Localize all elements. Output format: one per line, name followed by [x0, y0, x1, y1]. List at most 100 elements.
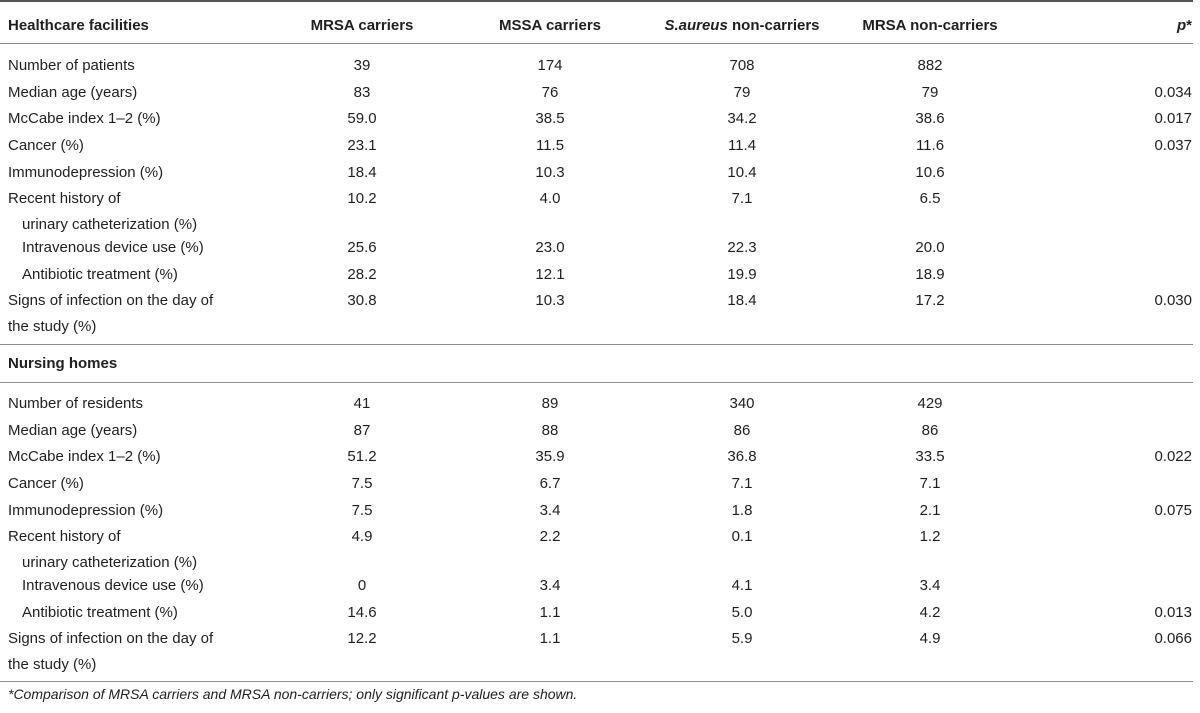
row-label: Signs of infection on the day of the stud…	[8, 288, 213, 340]
table-cell: 2.1	[919, 502, 941, 519]
header-p-italic: p	[1176, 17, 1187, 34]
row-label-line1: Immunodepression (%)	[8, 164, 164, 181]
table-cell: 4.0	[539, 190, 561, 207]
table-cell: 1.2	[919, 528, 941, 545]
row-label-line1: McCabe index 1–2 (%)	[8, 448, 161, 465]
table-cell: 7.5	[351, 502, 373, 519]
table-cell: 7.5	[351, 475, 373, 492]
table-cell: 7.1	[919, 475, 941, 492]
section-rule	[0, 344, 1193, 345]
table-cell: 39	[353, 57, 371, 74]
row-label: Recent history of urinary catheterization…	[8, 186, 197, 238]
table-cell: 28.2	[347, 266, 377, 283]
header-healthcare-facilities: Healthcare facilities	[8, 17, 149, 34]
section-title-nursing-homes: Nursing homes	[8, 355, 118, 372]
p-value-cell: 0.037	[1154, 137, 1192, 154]
p-value-cell: 0.022	[1154, 448, 1192, 465]
row-label-line1: Antibiotic treatment (%)	[22, 266, 178, 283]
row-label-line1: Immunodepression (%)	[8, 502, 164, 519]
header-mrsa-non-carriers: MRSA non-carriers	[862, 17, 998, 34]
table-cell: 340	[729, 395, 755, 412]
row-label-line1: Recent history of	[8, 190, 121, 207]
row-label: Number of residents	[8, 391, 143, 417]
row-label-line2: urinary catheterization (%)	[22, 216, 198, 233]
header-p-value: p*	[1177, 13, 1192, 39]
header-p-star: *	[1186, 17, 1192, 34]
table-cell: 79	[733, 84, 751, 101]
table-cell: 34.2	[727, 110, 757, 127]
table-cell: 3.4	[539, 502, 561, 519]
table-cell: 6.7	[539, 475, 561, 492]
table-cell: 0.1	[731, 528, 753, 545]
row-label: Cancer (%)	[8, 133, 84, 159]
row-label: Median age (years)	[8, 418, 137, 444]
table-cell: 86	[921, 422, 939, 439]
table-cell: 429	[917, 395, 943, 412]
row-label: Number of patients	[8, 53, 135, 79]
p-value-cell: 0.034	[1154, 84, 1192, 101]
table-top-rule	[0, 0, 1193, 2]
table-cell: 882	[917, 57, 943, 74]
table-cell: 4.9	[351, 528, 373, 545]
row-label-line1: Cancer (%)	[8, 137, 84, 154]
row-label: McCabe index 1–2 (%)	[8, 444, 161, 470]
table-cell: 1.1	[539, 604, 561, 621]
row-label: Intravenous device use (%)	[8, 573, 204, 599]
table-cell: 36.8	[727, 448, 757, 465]
table-cell: 38.5	[535, 110, 565, 127]
p-value-cell: 0.013	[1154, 604, 1192, 621]
table-cell: 23.0	[535, 239, 565, 256]
row-label-line1: Intravenous device use (%)	[22, 577, 204, 594]
table-cell: 51.2	[347, 448, 377, 465]
table-cell: 10.3	[535, 292, 565, 309]
section-header-rule	[0, 382, 1193, 383]
row-label: Median age (years)	[8, 80, 137, 106]
table-cell: 79	[921, 84, 939, 101]
row-label-line1: Cancer (%)	[8, 475, 84, 492]
row-label-line1: Signs of infection on the day of	[8, 630, 214, 647]
header-saureus-non-carriers: S.aureus non-carriers	[642, 13, 842, 39]
table-cell: 3.4	[919, 577, 941, 594]
row-label: Intravenous device use (%)	[8, 235, 204, 261]
table-cell: 10.4	[727, 164, 757, 181]
table-cell: 6.5	[919, 190, 941, 207]
table-cell: 23.1	[347, 137, 377, 154]
table-cell: 0	[357, 577, 367, 594]
row-label-line1: Antibiotic treatment (%)	[22, 604, 178, 621]
table-cell: 1.8	[731, 502, 753, 519]
row-label-line1: Median age (years)	[8, 84, 138, 101]
row-label: McCabe index 1–2 (%)	[8, 106, 161, 132]
table-cell: 87	[353, 422, 371, 439]
table-cell: 1.1	[539, 630, 561, 647]
table-cell: 59.0	[347, 110, 377, 127]
p-value-cell: 0.030	[1154, 292, 1192, 309]
table-cell: 20.0	[915, 239, 945, 256]
row-label-line1: Recent history of	[8, 528, 121, 545]
row-label: Immunodepression (%)	[8, 498, 163, 524]
table-cell: 708	[729, 57, 755, 74]
table-cell: 38.6	[915, 110, 945, 127]
table-cell: 4.2	[919, 604, 941, 621]
row-label-line2: the study (%)	[8, 318, 97, 335]
table-cell: 35.9	[535, 448, 565, 465]
table-cell: 7.1	[731, 190, 753, 207]
row-label: Signs of infection on the day of the stud…	[8, 626, 213, 678]
table-cell: 88	[541, 422, 559, 439]
row-label: Immunodepression (%)	[8, 160, 163, 186]
table-cell: 11.5	[535, 137, 565, 154]
table-cell: 33.5	[915, 448, 945, 465]
table-cell: 11.6	[915, 137, 945, 154]
table-cell: 22.3	[727, 239, 757, 256]
row-label-line2: the study (%)	[8, 656, 97, 673]
row-label-line1: Number of residents	[8, 395, 144, 412]
table-cell: 14.6	[347, 604, 377, 621]
table-cell: 76	[541, 84, 559, 101]
table-cell: 174	[537, 57, 563, 74]
table-cell: 4.1	[731, 577, 753, 594]
table-bottom-rule	[0, 681, 1193, 682]
table-cell: 10.2	[347, 190, 377, 207]
table-cell: 17.2	[915, 292, 945, 309]
table-cell: 3.4	[539, 577, 561, 594]
row-label-line1: Intravenous device use (%)	[22, 239, 204, 256]
p-value-cell: 0.017	[1154, 110, 1192, 127]
